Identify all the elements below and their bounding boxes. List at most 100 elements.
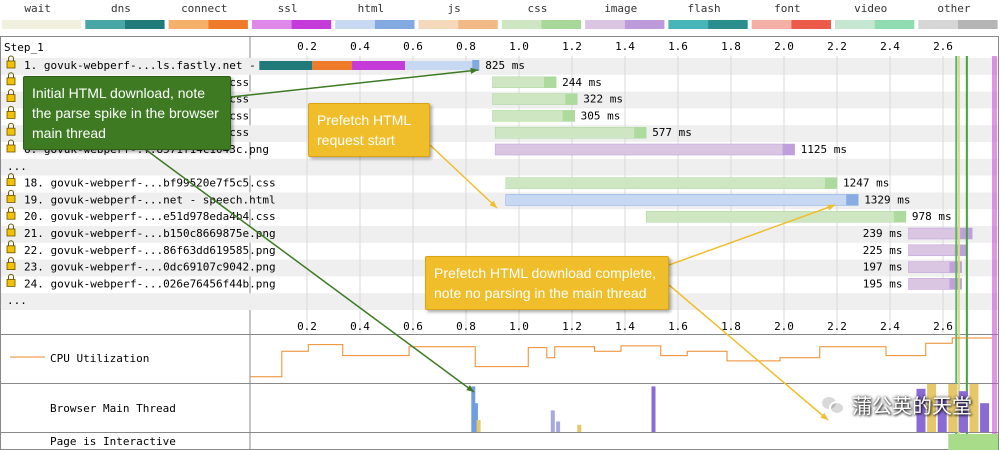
request-bar-download xyxy=(846,194,859,206)
axis-tick-top: 0.4 xyxy=(350,40,370,53)
watermark-text: 蒲公英的天堂 xyxy=(852,394,972,418)
main-thread-spike xyxy=(916,388,926,432)
watermark: 蒲公英的天堂 xyxy=(820,390,972,419)
request-label: 23. govuk-webperf-...0dc69107c9042.png xyxy=(24,261,276,274)
axis-tick-bottom: 0.2 xyxy=(297,320,317,333)
lock-icon-shackle xyxy=(8,189,14,196)
request-bar-download xyxy=(782,144,795,155)
legend-swatch-light-css xyxy=(501,20,542,29)
main-thread-spike xyxy=(473,403,478,432)
request-duration: 577 ms xyxy=(652,126,692,139)
lock-icon xyxy=(6,178,16,187)
axis-tick-top: 0.8 xyxy=(456,40,476,53)
cpu-label: CPU Utilization xyxy=(50,352,149,365)
interactive-label: Page is Interactive xyxy=(50,435,176,448)
arrow-prefetch-thread xyxy=(668,284,829,421)
legend-swatch-dark-flash xyxy=(708,20,748,29)
lock-icon xyxy=(6,127,16,136)
annotation-initial-html: Initial HTML download, note the parse sp… xyxy=(23,76,231,150)
main-thread-spike xyxy=(980,403,990,432)
legend-swatch-dark-video xyxy=(874,20,915,29)
lock-icon-shackle xyxy=(8,206,14,213)
request-bar-download xyxy=(472,60,480,71)
event-marker-band xyxy=(992,56,997,450)
annotation-prefetch-complete: Prefetch HTML download complete, note no… xyxy=(425,256,669,310)
request-label: 21. govuk-webperf-...b150c8669875e.png xyxy=(24,227,276,240)
request-bar-download xyxy=(893,211,906,223)
request-bar xyxy=(645,210,907,223)
legend-label-font: font xyxy=(774,2,801,15)
legend-swatch-dark-other xyxy=(957,20,998,29)
request-bar-segment xyxy=(312,61,353,70)
lock-icon-shackle xyxy=(8,273,14,280)
legend-swatch-light-connect xyxy=(168,20,209,29)
arrow-prefetch-thread-head xyxy=(820,412,828,420)
arrow-prefetch-start xyxy=(429,144,498,209)
request-bar-segment xyxy=(352,61,406,70)
legend-swatch-light-video xyxy=(835,20,875,29)
request-duration: 305 ms xyxy=(581,109,621,122)
interactive-bar xyxy=(948,434,998,450)
axis-tick-bottom: 1.4 xyxy=(615,320,635,333)
legend-label-html: html xyxy=(358,2,385,15)
axis-tick-bottom: 1.0 xyxy=(509,320,529,333)
request-bar-download xyxy=(562,110,575,122)
legend-swatch-light-image xyxy=(585,20,625,29)
arrow-prefetch-complete xyxy=(668,204,836,266)
axis-tick-bottom: 2.6 xyxy=(933,320,953,333)
request-label: 19. govuk-webperf-...net - speech.html xyxy=(24,193,276,206)
lock-icon-shackle xyxy=(8,223,14,229)
request-duration: 978 ms xyxy=(912,210,952,223)
legend-swatch-dark-dns xyxy=(124,20,165,29)
legend-swatch-dark-css xyxy=(541,20,582,29)
legend-swatch-dark-connect xyxy=(208,20,248,29)
lock-icon xyxy=(6,245,16,254)
main-thread-spike xyxy=(577,424,582,432)
lock-icon xyxy=(6,144,16,153)
legend-label-ssl: ssl xyxy=(278,2,298,15)
axis-tick-top: 1.6 xyxy=(668,40,688,53)
main-thread-spike xyxy=(927,384,937,432)
lock-icon xyxy=(6,77,16,86)
arrow-initial-html-bar xyxy=(230,69,479,98)
request-duration: 195 ms xyxy=(863,277,903,290)
request-bar xyxy=(494,143,795,156)
request-duration: 239 ms xyxy=(863,227,903,240)
lock-icon-shackle xyxy=(8,173,14,179)
request-bar-download xyxy=(544,76,557,88)
main-thread-spike xyxy=(969,384,979,432)
legend-swatch-light-ssl xyxy=(251,20,292,29)
request-bar xyxy=(505,194,859,206)
arrow-prefetch-complete-head xyxy=(827,204,835,211)
legend-swatch-light-wait xyxy=(2,20,42,29)
main-thread-spike xyxy=(476,420,481,432)
legend-swatch-dark-image xyxy=(624,20,665,29)
arrow-initial-html-thread xyxy=(129,137,475,393)
main-thread-spike xyxy=(471,386,476,432)
axis-tick-bottom: 0.6 xyxy=(403,320,423,333)
main-thread-spike xyxy=(651,386,656,432)
main-thread-spike xyxy=(937,398,947,432)
wechat-icon xyxy=(820,394,846,415)
legend-swatch-dark-js xyxy=(458,20,498,29)
lock-icon xyxy=(6,211,16,220)
lock-icon xyxy=(6,228,16,237)
request-label: 24. govuk-webperf-...026e76456f44b.png xyxy=(24,277,276,290)
axis-tick-bottom: 0.8 xyxy=(456,320,476,333)
legend-swatch-light-font xyxy=(751,20,792,29)
lock-icon-shackle xyxy=(8,72,14,78)
row-ellipsis: ... xyxy=(7,160,27,173)
request-bar-download xyxy=(565,93,578,105)
request-bar-download xyxy=(954,244,967,256)
request-duration: 1125 ms xyxy=(801,143,847,156)
annotation-prefetch-start: Prefetch HTML request start xyxy=(308,103,430,157)
cpu-utilization-line xyxy=(250,337,992,378)
lock-icon-shackle xyxy=(8,55,14,61)
legend-swatch-dark-ssl xyxy=(291,20,332,29)
request-bar-segment xyxy=(259,61,313,70)
request-bar-segment xyxy=(405,61,480,70)
lock-icon-shackle xyxy=(8,139,14,145)
axis-tick-top: 2.6 xyxy=(933,40,953,53)
axis-tick-bottom: 0.4 xyxy=(350,320,370,333)
legend-label-video: video xyxy=(854,2,887,15)
